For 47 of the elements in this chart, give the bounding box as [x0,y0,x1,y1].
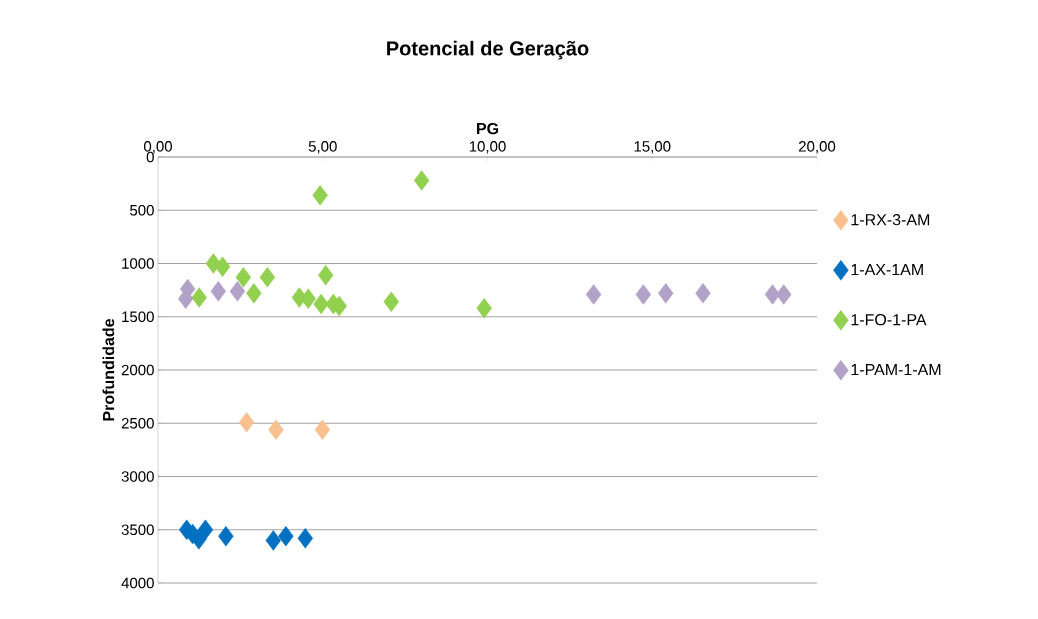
point [278,525,294,547]
x-tick-label: 10,00 [469,141,506,154]
point [268,419,284,440]
y-tick-label: 500 [130,204,154,216]
point [265,530,282,551]
point [246,283,262,304]
point [259,267,276,288]
y-tick-label: 4000 [121,577,154,589]
point [585,284,602,305]
legend-label: 1-FO-1-PA [851,314,927,326]
point [238,411,255,433]
point [297,528,313,549]
point [658,283,674,304]
point [776,284,792,305]
point [300,288,316,309]
x-axis-title: PG [477,122,499,135]
x-tick-label: 5,00 [308,141,337,154]
point [191,287,207,308]
point [318,265,334,286]
legend-label: 1-AX-1AM [851,264,923,276]
y-tick-label: 1000 [122,258,154,269]
point [383,291,399,313]
point [229,281,246,302]
point [218,525,234,547]
point [210,281,226,302]
point [764,284,781,305]
point [635,284,652,305]
x-tick-label: 15,00 [634,141,671,154]
y-tick-label: 2500 [121,417,154,429]
point [695,283,711,304]
point [413,170,430,191]
x-tick-label: 20,00 [798,141,836,154]
point [197,519,214,540]
point [314,419,331,440]
y-tick-label: 1500 [122,311,154,323]
point [313,293,329,315]
y-axis-title: Profundidade [102,319,115,421]
point [476,298,492,319]
y-tick-label: 3500 [121,524,154,536]
y-tick-label: 2000 [121,364,154,376]
point [312,185,328,206]
point [214,256,231,277]
chart-title: Potencial de Geração [387,40,589,60]
legend-label: 1-PAM-1-AM [851,364,941,376]
point [235,267,252,288]
legend-label: 1-RX-3-AM [851,214,930,226]
y-tick-label: 3000 [121,471,154,482]
